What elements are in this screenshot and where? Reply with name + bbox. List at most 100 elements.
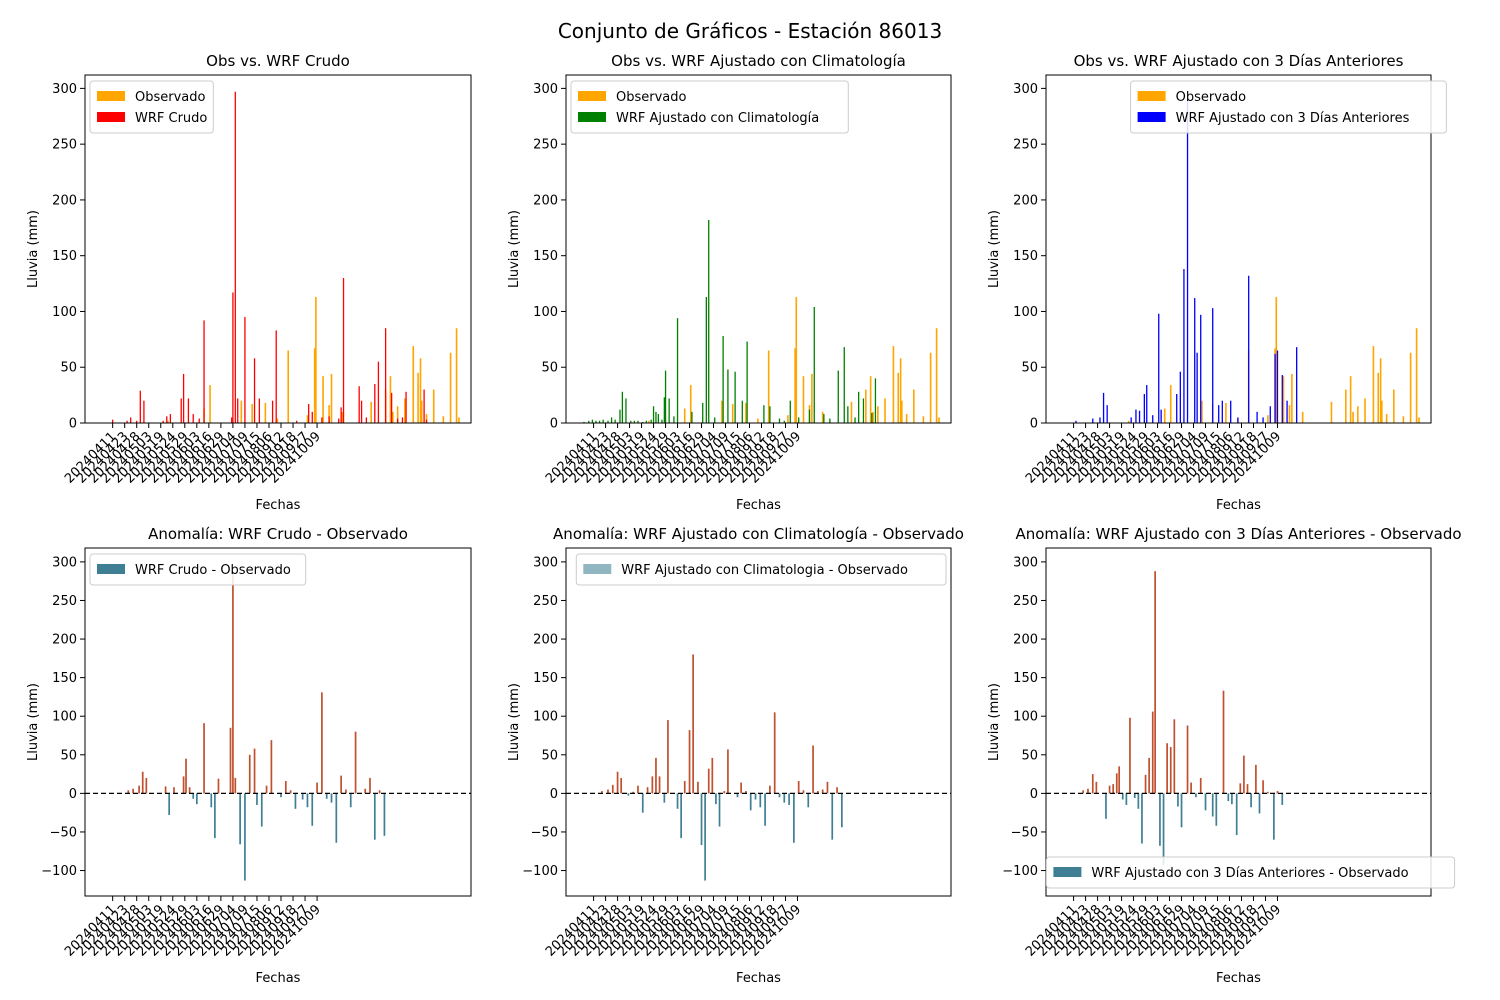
bar [369,777,371,794]
bar [1179,371,1181,423]
y-axis-label: Lluvia (mm) [26,210,41,288]
legend-swatch [578,91,606,101]
bar [306,793,309,808]
bar [769,406,771,423]
bar [458,417,460,423]
bar [794,348,796,423]
bar [349,793,352,808]
bar [1357,406,1359,423]
bar [1186,725,1189,794]
y-tick-label: 50 [1021,748,1038,763]
axes-frame [565,74,952,424]
y-axis-label: Lluvia (mm) [987,210,1002,288]
bar [373,793,376,840]
axes-frame [84,547,472,897]
bar [265,785,268,794]
bar [1169,385,1172,423]
y-tick-label: 0 [1030,787,1038,802]
legend-label: WRF Ajustado con 3 Días Anteriores - Obs… [1091,866,1408,881]
y-tick-label: −50 [50,825,77,840]
bar [185,758,187,794]
bar [714,417,716,423]
legend-swatch [97,91,125,101]
x-axis-label: Fechas [256,971,301,986]
bar [1211,793,1214,817]
bar [1137,793,1140,809]
bar [168,793,171,815]
bar [821,411,824,423]
y-tick-label: 150 [52,249,77,264]
x-axis-label: Fechas [736,971,781,986]
bar [1118,766,1121,794]
bar [892,346,895,423]
legend: WRF Crudo - Observado [89,553,307,586]
y-tick-label: −50 [531,825,558,840]
bar [1091,774,1094,794]
bar [808,409,811,423]
bar [812,745,814,794]
bar [1141,793,1143,844]
legend: Observado WRF Ajustado con 3 Días Anterio… [1130,80,1447,134]
bar [1262,780,1264,794]
bar [1385,414,1388,423]
bar [1281,793,1284,805]
bar [270,740,273,794]
bar [802,790,805,794]
bar [601,791,603,794]
bar [588,420,590,423]
bar [1237,417,1239,423]
bar [127,790,130,794]
bar [935,328,938,423]
bar [1276,350,1279,423]
bar [295,420,298,423]
bar [1243,755,1245,794]
y-tick-label: 200 [533,633,558,648]
bar [1212,308,1214,423]
bar [301,793,304,800]
bar [365,417,368,423]
subplot-title: Obs vs. WRF Ajustado con 3 Días Anterior… [1074,52,1404,70]
bar [378,790,381,794]
bar [652,406,655,423]
bar [745,791,747,794]
bar [321,692,323,794]
bar [455,328,458,423]
bar [905,414,908,423]
y-tick-label: 200 [1013,633,1038,648]
bar [1273,793,1275,840]
bar [872,411,874,423]
bar [689,385,692,423]
subplot-title: Anomalía: WRF Ajustado con Climatología … [553,525,964,543]
bar [874,378,877,423]
y-tick-label: 100 [52,305,77,320]
bar [821,789,824,794]
axes-frame [1045,547,1432,897]
legend-swatch [97,564,125,574]
bar [843,347,845,423]
bar [633,420,636,423]
bar [325,793,328,799]
subplot-title: Anomalía: WRF Crudo - Observado [148,525,408,543]
bar [1092,418,1094,423]
bar [294,793,297,809]
bar [308,404,310,423]
bar [798,417,800,423]
bar [1135,409,1137,423]
bar [788,793,790,805]
bar [420,400,423,423]
bar [401,417,404,423]
bar [240,400,243,423]
bar [745,402,747,423]
bar [258,398,261,423]
bar [1152,415,1154,423]
bar [1112,784,1115,794]
bar [384,328,387,423]
bar [1222,690,1225,794]
bar [673,416,675,423]
bar [757,418,759,423]
bar [811,373,813,423]
bar [1255,764,1257,794]
bar [621,391,624,423]
bar [865,389,867,423]
bar [607,420,609,423]
